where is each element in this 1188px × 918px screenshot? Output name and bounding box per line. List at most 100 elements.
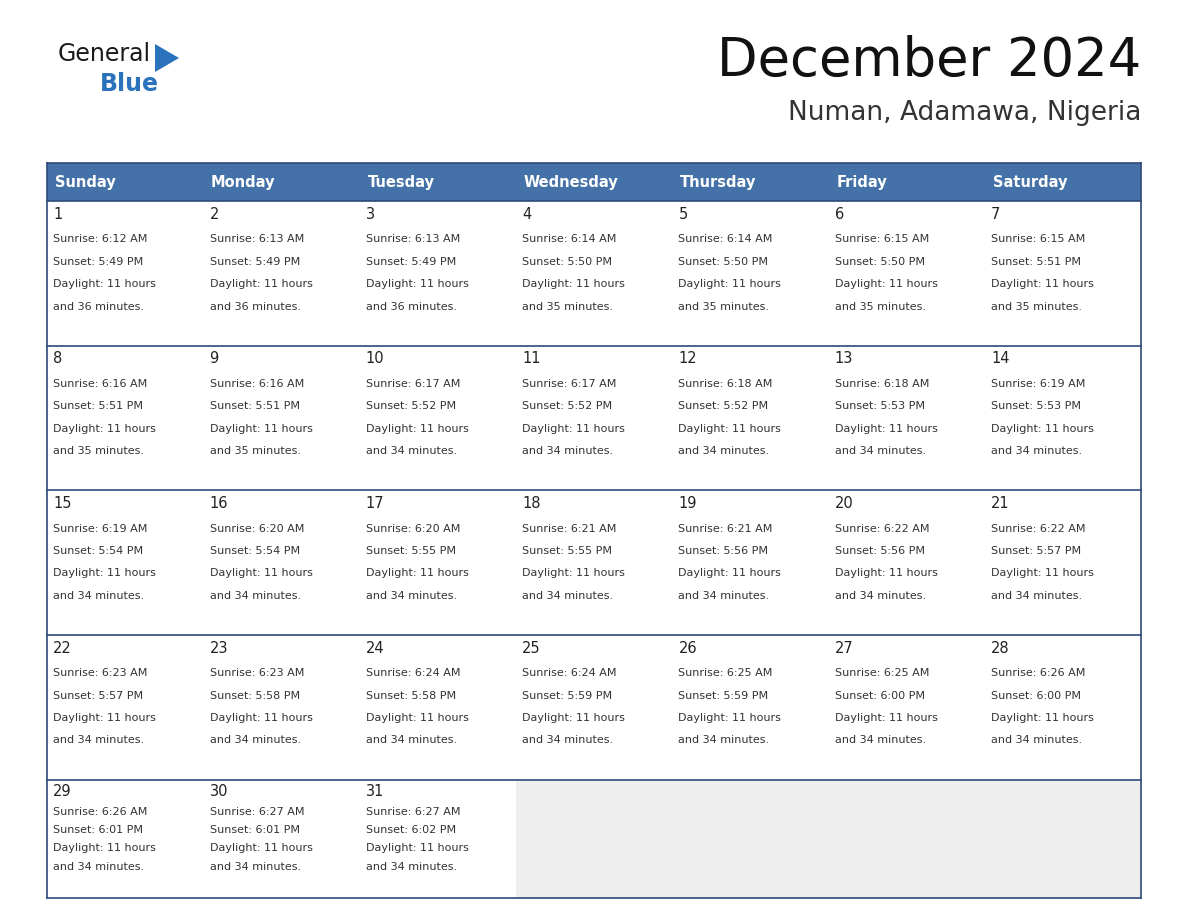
Text: Daylight: 11 hours: Daylight: 11 hours — [53, 568, 156, 578]
Text: and 34 minutes.: and 34 minutes. — [835, 591, 925, 600]
Text: Sunset: 5:53 PM: Sunset: 5:53 PM — [835, 401, 924, 411]
Text: Sunrise: 6:20 AM: Sunrise: 6:20 AM — [209, 523, 304, 533]
Text: Daylight: 11 hours: Daylight: 11 hours — [53, 279, 156, 289]
Text: Sunrise: 6:21 AM: Sunrise: 6:21 AM — [678, 523, 772, 533]
Bar — [672, 779, 828, 898]
Text: Blue: Blue — [100, 72, 159, 96]
Text: and 34 minutes.: and 34 minutes. — [991, 446, 1082, 456]
Text: Sunset: 6:00 PM: Sunset: 6:00 PM — [835, 690, 924, 700]
Bar — [360, 201, 516, 346]
Text: and 35 minutes.: and 35 minutes. — [522, 301, 613, 311]
Text: Sunrise: 6:22 AM: Sunrise: 6:22 AM — [835, 523, 929, 533]
Bar — [48, 635, 203, 779]
Text: Sunrise: 6:24 AM: Sunrise: 6:24 AM — [522, 668, 617, 678]
Text: Sunset: 5:54 PM: Sunset: 5:54 PM — [53, 546, 144, 556]
Text: Sunrise: 6:18 AM: Sunrise: 6:18 AM — [678, 379, 772, 389]
Text: Daylight: 11 hours: Daylight: 11 hours — [209, 713, 312, 723]
Text: and 35 minutes.: and 35 minutes. — [835, 301, 925, 311]
Text: Daylight: 11 hours: Daylight: 11 hours — [53, 424, 156, 433]
Text: Sunrise: 6:19 AM: Sunrise: 6:19 AM — [53, 523, 147, 533]
Text: Daylight: 11 hours: Daylight: 11 hours — [991, 713, 1094, 723]
Bar — [360, 779, 516, 898]
Text: Sunrise: 6:24 AM: Sunrise: 6:24 AM — [366, 668, 460, 678]
Text: Sunset: 5:50 PM: Sunset: 5:50 PM — [522, 257, 612, 267]
Text: Sunset: 5:52 PM: Sunset: 5:52 PM — [366, 401, 456, 411]
Text: 21: 21 — [991, 496, 1010, 511]
Text: Sunrise: 6:17 AM: Sunrise: 6:17 AM — [366, 379, 460, 389]
Text: 4: 4 — [522, 207, 531, 222]
Text: 1: 1 — [53, 207, 63, 222]
Text: Sunrise: 6:15 AM: Sunrise: 6:15 AM — [991, 234, 1085, 244]
Text: Daylight: 11 hours: Daylight: 11 hours — [835, 279, 937, 289]
Text: Sunset: 5:56 PM: Sunset: 5:56 PM — [678, 546, 769, 556]
Text: Sunset: 5:57 PM: Sunset: 5:57 PM — [991, 546, 1081, 556]
Text: Sunrise: 6:13 AM: Sunrise: 6:13 AM — [366, 234, 460, 244]
Text: Sunset: 5:52 PM: Sunset: 5:52 PM — [678, 401, 769, 411]
Text: Sunset: 5:53 PM: Sunset: 5:53 PM — [991, 401, 1081, 411]
Text: Sunrise: 6:25 AM: Sunrise: 6:25 AM — [678, 668, 772, 678]
Text: Daylight: 11 hours: Daylight: 11 hours — [209, 844, 312, 854]
Bar — [360, 346, 516, 490]
Text: and 34 minutes.: and 34 minutes. — [366, 446, 457, 456]
Text: Daylight: 11 hours: Daylight: 11 hours — [991, 279, 1094, 289]
Text: Daylight: 11 hours: Daylight: 11 hours — [678, 424, 782, 433]
Text: Friday: Friday — [836, 174, 887, 189]
Text: Saturday: Saturday — [992, 174, 1067, 189]
Text: Sunrise: 6:16 AM: Sunrise: 6:16 AM — [53, 379, 147, 389]
Text: Sunrise: 6:19 AM: Sunrise: 6:19 AM — [991, 379, 1086, 389]
Text: Sunrise: 6:14 AM: Sunrise: 6:14 AM — [522, 234, 617, 244]
Bar — [985, 635, 1140, 779]
Text: 3: 3 — [366, 207, 375, 222]
Bar — [203, 490, 360, 635]
Bar — [516, 635, 672, 779]
Text: Sunrise: 6:27 AM: Sunrise: 6:27 AM — [209, 807, 304, 817]
Text: Sunset: 5:56 PM: Sunset: 5:56 PM — [835, 546, 924, 556]
Bar — [48, 490, 203, 635]
Text: and 34 minutes.: and 34 minutes. — [209, 735, 301, 745]
Bar — [985, 346, 1140, 490]
Text: 13: 13 — [835, 352, 853, 366]
Bar — [203, 346, 360, 490]
Bar — [828, 346, 985, 490]
Bar — [672, 635, 828, 779]
Text: Numan, Adamawa, Nigeria: Numan, Adamawa, Nigeria — [788, 100, 1140, 126]
Text: Sunrise: 6:27 AM: Sunrise: 6:27 AM — [366, 807, 460, 817]
Text: Sunset: 5:50 PM: Sunset: 5:50 PM — [835, 257, 924, 267]
Text: Daylight: 11 hours: Daylight: 11 hours — [366, 844, 469, 854]
Text: Sunset: 6:01 PM: Sunset: 6:01 PM — [53, 825, 144, 835]
Bar — [672, 163, 828, 201]
Bar — [672, 201, 828, 346]
Text: 15: 15 — [53, 496, 71, 511]
Text: 19: 19 — [678, 496, 697, 511]
Text: and 35 minutes.: and 35 minutes. — [991, 301, 1082, 311]
Text: and 34 minutes.: and 34 minutes. — [53, 735, 145, 745]
Bar — [828, 779, 985, 898]
Text: Daylight: 11 hours: Daylight: 11 hours — [835, 568, 937, 578]
Text: Daylight: 11 hours: Daylight: 11 hours — [678, 279, 782, 289]
Polygon shape — [154, 44, 179, 72]
Bar — [48, 779, 203, 898]
Text: 28: 28 — [991, 641, 1010, 655]
Bar — [203, 635, 360, 779]
Text: 9: 9 — [209, 352, 219, 366]
Text: Sunset: 5:59 PM: Sunset: 5:59 PM — [678, 690, 769, 700]
Bar — [828, 490, 985, 635]
Bar — [672, 490, 828, 635]
Text: and 35 minutes.: and 35 minutes. — [53, 446, 144, 456]
Text: Daylight: 11 hours: Daylight: 11 hours — [678, 713, 782, 723]
Bar — [516, 346, 672, 490]
Text: 2: 2 — [209, 207, 219, 222]
Text: Daylight: 11 hours: Daylight: 11 hours — [366, 568, 469, 578]
Text: 12: 12 — [678, 352, 697, 366]
Text: Sunset: 5:57 PM: Sunset: 5:57 PM — [53, 690, 144, 700]
Text: Wednesday: Wednesday — [524, 174, 619, 189]
Text: Sunrise: 6:15 AM: Sunrise: 6:15 AM — [835, 234, 929, 244]
Text: 18: 18 — [522, 496, 541, 511]
Bar — [203, 201, 360, 346]
Text: Daylight: 11 hours: Daylight: 11 hours — [209, 568, 312, 578]
Text: 26: 26 — [678, 641, 697, 655]
Text: Daylight: 11 hours: Daylight: 11 hours — [835, 424, 937, 433]
Text: Sunrise: 6:20 AM: Sunrise: 6:20 AM — [366, 523, 460, 533]
Text: Daylight: 11 hours: Daylight: 11 hours — [53, 713, 156, 723]
Text: Sunrise: 6:14 AM: Sunrise: 6:14 AM — [678, 234, 772, 244]
